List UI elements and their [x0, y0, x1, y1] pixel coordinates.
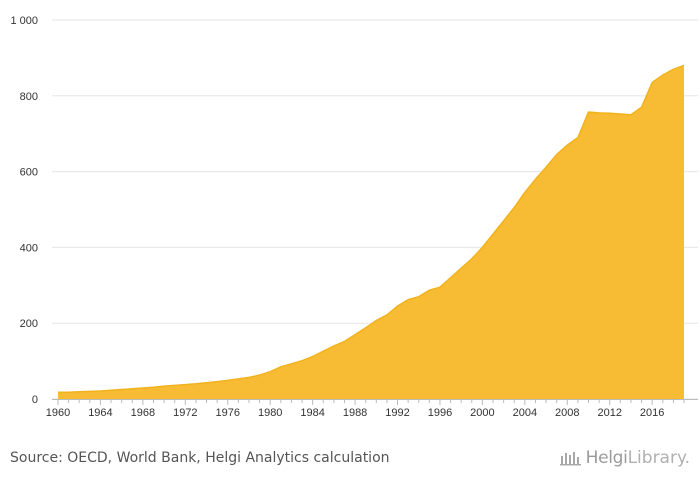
x-tick-label: 2008 [555, 407, 579, 419]
brand-logo[interactable]: Helgi Library. [559, 448, 690, 468]
source-note: Source: OECD, World Bank, Helgi Analytic… [10, 450, 390, 466]
x-tick-label: 1964 [88, 407, 112, 419]
series-area [58, 65, 684, 399]
y-tick-label: 0 [32, 394, 38, 406]
x-tick-label: 1984 [300, 407, 324, 419]
brand-main: Helgi [585, 448, 628, 468]
brand-sub: Library. [627, 448, 690, 468]
plot-area [58, 64, 685, 399]
x-tick-label: 2000 [470, 407, 494, 419]
y-tick-label: 800 [20, 91, 38, 103]
y-tick-label: 1 000 [10, 15, 38, 27]
x-tick-label: 2016 [640, 407, 664, 419]
x-tick-label: 1976 [216, 407, 240, 419]
y-tick-label: 600 [20, 167, 38, 179]
x-axis: 1960 1964 1968 1972 1976 1980 1984 1988 1992 1996… [46, 399, 698, 419]
x-tick-label: 1980 [258, 407, 282, 419]
library-logo-icon [559, 452, 581, 466]
x-tick-label: 1972 [173, 407, 197, 419]
x-tick-label: 2012 [597, 407, 621, 419]
x-tick-label: 1992 [385, 407, 409, 419]
y-tick-label: 400 [20, 242, 38, 254]
x-tick-label: 2004 [513, 407, 537, 419]
y-axis: 0 200 400 600 800 1 000 [10, 15, 38, 406]
series-line [58, 64, 685, 393]
x-tick-label: 1988 [343, 407, 367, 419]
area-chart: 1960 1964 1968 1972 1976 1980 1984 1988 1992 1996… [10, 15, 698, 419]
x-tick-label: 1996 [428, 407, 452, 419]
y-tick-label: 200 [20, 318, 38, 330]
x-tick-label: 1968 [131, 407, 155, 419]
x-tick-label: 1960 [46, 407, 70, 419]
